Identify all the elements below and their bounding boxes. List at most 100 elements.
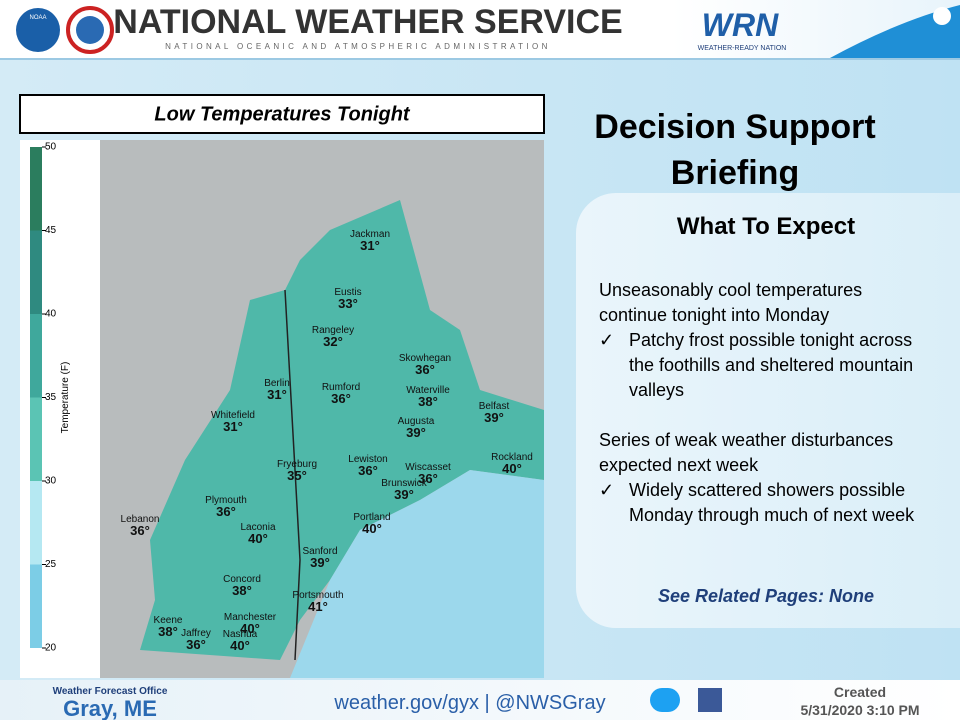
created-label: Created (833, 684, 887, 700)
header-title: NATIONAL WEATHER SERVICE (113, 3, 622, 41)
noaa-logo (16, 8, 60, 52)
city-temp: 31° (267, 387, 287, 402)
ocean (290, 470, 544, 678)
city-temp: 40° (362, 521, 382, 536)
city-temp: 38° (418, 394, 438, 409)
city-name: Waterville (406, 385, 450, 396)
city-name: Plymouth (205, 495, 247, 506)
paragraph: Unseasonably cool temperatures continue … (599, 278, 929, 403)
briefing-title: Decision Support Briefing (594, 108, 876, 192)
city-temp: 39° (484, 410, 504, 425)
section-title: What To Expect (676, 213, 856, 240)
city-name: Jaffrey (181, 628, 211, 639)
colorbar-segment (30, 564, 42, 648)
colorbar-tick-label: 40 (45, 309, 57, 320)
city-labels: Jackman31°Eustis33°Rangeley32°Skowhegan3… (121, 229, 533, 653)
city-name: Portland (353, 512, 390, 523)
related-pages[interactable]: See Related Pages: None (657, 586, 875, 606)
city-temp: 38° (232, 583, 252, 598)
city-temp: 36° (130, 523, 150, 538)
city-name: Nashua (223, 629, 258, 640)
colorbar: 20 25 30 35 40 45 50 Temperature (F) (30, 142, 71, 654)
colorbar-segment (30, 147, 42, 231)
city-name: Belfast (479, 401, 510, 412)
noaa-logo-text: NOAA (29, 15, 46, 21)
footer-links[interactable]: weather.gov/gyx | @NWSGray (334, 692, 606, 714)
office-label: Weather Forecast Office (52, 686, 168, 697)
office: Gray, ME (63, 696, 157, 720)
city-temp: 40° (240, 621, 260, 636)
city-name: Whitefield (211, 410, 255, 421)
city-temp: 33° (338, 296, 358, 311)
colorbar-tick-label: 50 (45, 142, 57, 153)
city-name: Laconia (240, 522, 275, 533)
nws-logo-inner (76, 16, 104, 44)
paragraph-text: Unseasonably cool temperatures continue … (599, 280, 863, 325)
map-title: Low Temperatures Tonight (154, 103, 411, 125)
colorbar-tick-label: 30 (45, 476, 57, 487)
city-name: Lebanon (121, 514, 160, 525)
city-name: Fryeburg (277, 459, 317, 470)
city-temp: 31° (360, 238, 380, 253)
header: NOAA NATIONAL WEATHER SERVICE NATIONAL O… (0, 0, 960, 60)
facebook-icon[interactable] (698, 688, 722, 712)
city-name: Manchester (224, 612, 277, 623)
colorbar-tick-label: 25 (45, 559, 57, 570)
created-date: 5/31/2020 3:10 PM (800, 702, 920, 718)
city-temp: 40° (502, 461, 522, 476)
city-name: Concord (223, 574, 261, 585)
city-name: Sanford (302, 546, 337, 557)
wrn-tagline: WEATHER-READY NATION (698, 45, 787, 52)
city-name: Rangeley (312, 325, 354, 336)
doc-logo (933, 7, 951, 25)
header-graphics: NOAA NATIONAL WEATHER SERVICE NATIONAL O… (16, 3, 960, 58)
city-temp: 36° (418, 471, 438, 486)
city-temp: 32° (323, 334, 343, 349)
city-temp: 39° (310, 555, 330, 570)
colorbar-segment (30, 397, 42, 481)
colorbar-tick-label: 35 (45, 392, 57, 403)
city-temp: 41° (308, 599, 328, 614)
colorbar-segment (30, 230, 42, 314)
city-name: Portsmouth (292, 590, 343, 601)
map-panel: Low Temperatures Tonight 20 25 30 35 40 45 50 T… (19, 94, 545, 678)
colorbar-tick-label: 20 (45, 643, 57, 654)
map-title-box (19, 94, 545, 134)
twitter-icon[interactable] (650, 688, 680, 712)
city-temp: 40° (230, 638, 250, 653)
city-name: Rumford (322, 382, 360, 393)
wrn-logo: WRN (702, 7, 779, 43)
city-name: Keene (154, 615, 183, 626)
city-name: Brunswick (381, 478, 428, 489)
city-temp: 36° (415, 362, 435, 377)
header-subtitle: NATIONAL OCEANIC AND ATMOSPHERIC ADMINIS… (165, 42, 551, 51)
city-temp: 35° (287, 468, 307, 483)
state-border (284, 289, 301, 661)
city-name: Lewiston (348, 454, 387, 465)
city-temp: 39° (406, 425, 426, 440)
city-name: Wiscasset (405, 462, 451, 473)
city-name: Jackman (350, 229, 390, 240)
city-temp: 31° (223, 419, 243, 434)
colorbar-tick-label: 45 (45, 225, 57, 236)
city-name: Augusta (398, 416, 435, 427)
colorbar-label: Temperature (F) (60, 362, 71, 434)
city-temp: 36° (358, 463, 378, 478)
city-name: Skowhegan (399, 353, 451, 364)
paragraph: Series of weak weather disturbances expe… (599, 428, 929, 528)
city-temp: 39° (394, 487, 414, 502)
header-swoosh (830, 5, 960, 58)
city-temp: 40° (248, 531, 268, 546)
colorbar-segment (30, 314, 42, 398)
paragraph-text: Series of weak weather disturbances expe… (599, 430, 894, 475)
city-name: Berlin (264, 378, 290, 389)
city-temp: 36° (216, 504, 236, 519)
city-temp: 36° (186, 637, 206, 652)
colorbar-segment (30, 481, 42, 565)
city-temp: 38° (158, 624, 178, 639)
city-temp: 36° (331, 391, 351, 406)
city-name: Eustis (334, 287, 361, 298)
briefing-box (576, 193, 960, 628)
briefing-text: Unseasonably cool temperatures continue … (599, 278, 929, 553)
